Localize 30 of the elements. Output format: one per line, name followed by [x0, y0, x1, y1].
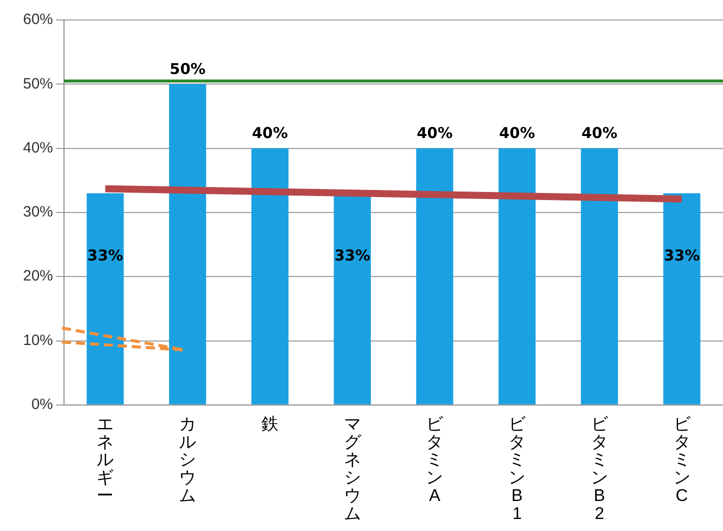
y-tick-label: 20%	[22, 268, 54, 285]
x-tick-label: マグネシウム	[344, 414, 362, 523]
bar	[251, 148, 288, 404]
data-label: 33%	[334, 246, 370, 264]
bar	[580, 148, 618, 404]
y-tick-label: 40%	[22, 139, 54, 156]
data-label: 40%	[581, 124, 618, 142]
y-tick-label: 60%	[22, 11, 54, 28]
data-label: 40%	[252, 124, 288, 142]
y-tick-label: 50%	[22, 75, 54, 92]
x-tick-label: ビタミンB1	[508, 414, 527, 523]
x-tick-label: ビタミンB2	[590, 414, 609, 523]
data-label: 50%	[170, 60, 206, 78]
bar	[86, 193, 124, 404]
data-label: 33%	[664, 246, 700, 264]
x-tick-label: ビタミンC	[673, 414, 692, 505]
x-tick-label: 鉄	[261, 414, 278, 434]
data-label: 40%	[499, 124, 536, 142]
x-tick-label: カルシウム	[179, 414, 196, 505]
y-tick-label: 10%	[22, 332, 54, 349]
data-label: 33%	[87, 246, 124, 264]
y-tick-label: 0%	[31, 396, 54, 414]
bar	[169, 84, 206, 404]
y-tick-label: 30%	[22, 204, 54, 221]
bar	[498, 148, 536, 404]
x-tick-label: エネルギー	[96, 414, 114, 505]
bar	[416, 148, 454, 404]
data-label: 40%	[416, 124, 453, 142]
bar	[663, 193, 700, 404]
x-tick-label: ビタミンA	[426, 414, 444, 505]
